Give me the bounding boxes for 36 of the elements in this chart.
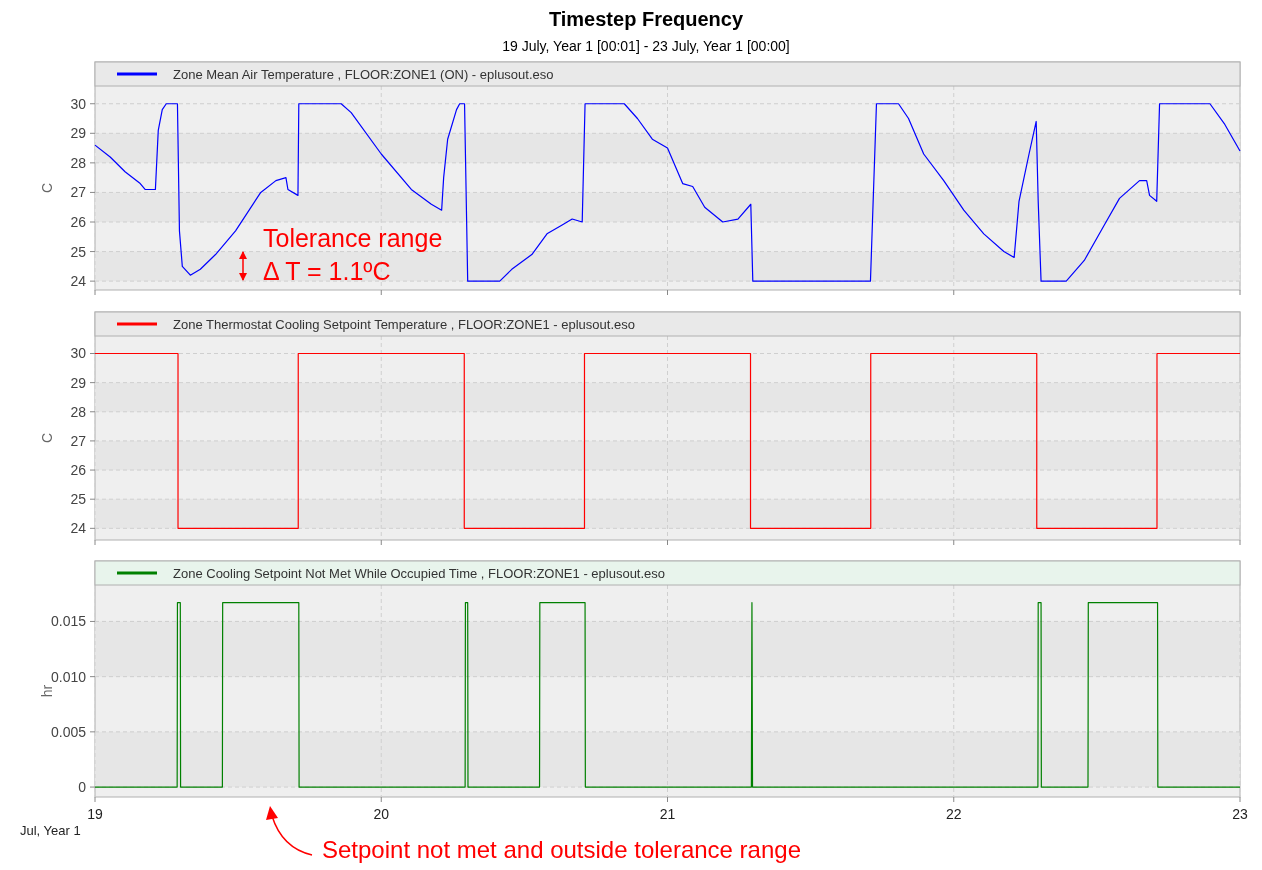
y-axis-title: hr: [39, 684, 55, 698]
annotation: Δ T = 1.1ºC: [263, 257, 391, 285]
y-tick-label: 24: [70, 520, 87, 537]
legend-label: Zone Cooling Setpoint Not Met While Occupied Time , FLOOR:ZONE1 - eplusout.eso: [173, 566, 666, 581]
legend-label: Zone Mean Air Temperature , FLOOR:ZONE1 (ON) - eplusout.eso: [173, 67, 554, 82]
chart-title: Timestep Frequency: [548, 8, 744, 30]
text: Setpoint not met and outside tolerance range: [322, 836, 801, 863]
y-tick-label: 28: [70, 403, 87, 420]
y-tick-label: 0.005: [50, 723, 87, 740]
x-tick-label: 19: [87, 806, 103, 822]
y-tick-label: 29: [70, 125, 87, 142]
y-tick-label: 0: [78, 779, 87, 796]
y-tick-label: 26: [70, 462, 87, 479]
y-axis-title: C: [39, 182, 55, 194]
y-tick-label: 29: [70, 374, 87, 391]
y-axis-title: C: [39, 432, 55, 444]
x-tick-label: 21: [659, 806, 676, 822]
y-tick-label: 26: [70, 214, 87, 230]
y-tick-label: 0.015: [50, 613, 87, 630]
y-tick-label: 27: [70, 432, 87, 449]
y-tick-label: 24: [70, 273, 87, 290]
y-tick-label: 28: [70, 154, 87, 171]
x-tick-label: 22: [945, 806, 962, 822]
line-series: [94, 103, 1241, 282]
x-tick-label: 23: [1232, 806, 1248, 822]
legend-label: Zone Thermostat Cooling Setpoint Temperature , FLOOR:ZONE1 - eplusout.eso: [173, 317, 635, 332]
x-axis-title: Jul, Year 1: [20, 823, 81, 838]
y-tick-label: 30: [70, 95, 87, 112]
y-tick-label: 25: [70, 243, 87, 260]
y-tick-label: 27: [70, 184, 87, 201]
annotation: Tolerance range: [263, 224, 443, 252]
y-tick-label: 30: [70, 345, 87, 362]
x-tick-label: 20: [373, 806, 390, 822]
y-tick-label: 25: [70, 491, 87, 508]
y-tick-label: 0.010: [50, 668, 87, 685]
chart-subtitle: 19 July, Year 1 [00:01] - 23 July, Year 1 [00:00]: [502, 38, 790, 54]
